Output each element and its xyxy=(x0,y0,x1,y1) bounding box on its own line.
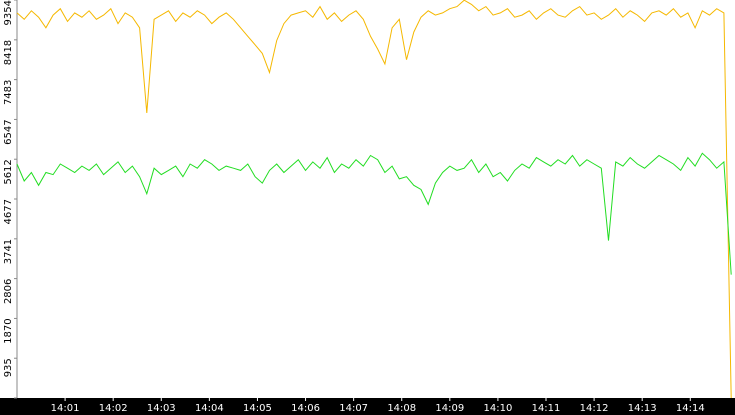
y-tick-label: 935 xyxy=(3,358,14,377)
x-tick-label: 14:08 xyxy=(387,403,416,414)
x-tick-label: 14:04 xyxy=(195,403,224,414)
x-tick-label: 14:14 xyxy=(676,403,705,414)
x-tick-label: 14:07 xyxy=(339,403,368,414)
y-tick-label: 5612 xyxy=(3,159,14,184)
x-tick-label: 14:13 xyxy=(628,403,657,414)
y-tick-label: 0 xyxy=(3,398,14,404)
y-tick-label: 8418 xyxy=(3,40,14,65)
x-tick-label: 14:05 xyxy=(243,403,272,414)
x-tick-label: 14:11 xyxy=(532,403,561,414)
x-tick-label: 14:06 xyxy=(291,403,320,414)
y-tick-label: 3741 xyxy=(3,239,14,264)
y-tick-label: 2806 xyxy=(3,279,14,304)
series-line xyxy=(16,0,732,399)
x-tick-label: 14:12 xyxy=(580,403,609,414)
x-tick-label: 14:03 xyxy=(147,403,176,414)
y-tick-label: 7483 xyxy=(3,80,14,105)
y-tick-label: 6547 xyxy=(3,119,14,144)
x-tick-label: 14:02 xyxy=(99,403,128,414)
series-line xyxy=(16,152,732,275)
x-tick-label: 14:01 xyxy=(51,403,80,414)
y-tick-label: 1870 xyxy=(3,318,14,343)
x-axis-band xyxy=(0,398,735,415)
x-tick-label: 14:10 xyxy=(483,403,512,414)
x-tick-label: 14:09 xyxy=(435,403,464,414)
y-tick-label: 9354 xyxy=(3,0,14,25)
y-tick-label: 4677 xyxy=(3,199,14,224)
